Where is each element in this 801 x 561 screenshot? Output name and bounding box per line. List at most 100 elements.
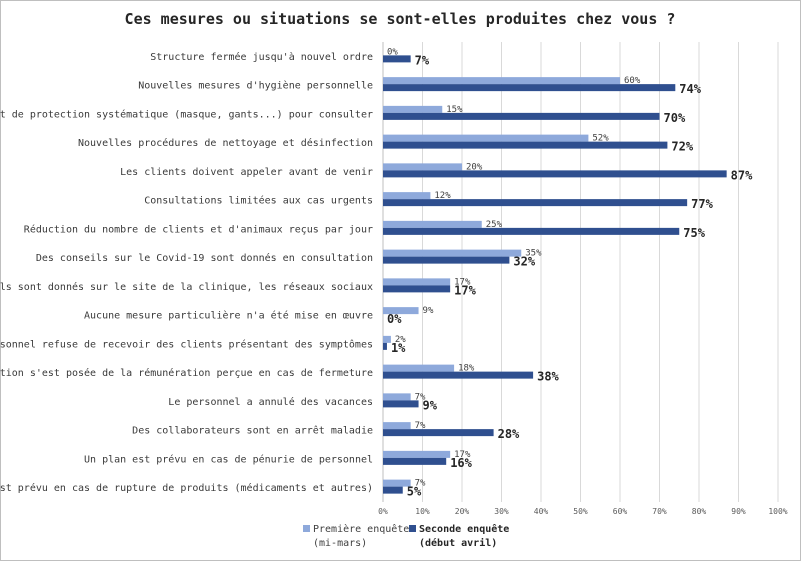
bar-second-survey	[383, 141, 668, 149]
bar-first-survey	[383, 278, 451, 286]
legend-swatch-second-survey	[409, 525, 416, 532]
category-label: Des conseils sont donnés sur le site de …	[0, 281, 373, 293]
category-label: Structure fermée jusqu'à nouvel ordre	[150, 51, 373, 63]
data-label-second-survey: 28%	[498, 427, 520, 441]
data-label-second-survey: 38%	[537, 370, 559, 384]
data-label-first-survey: 25%	[486, 220, 503, 230]
bar-first-survey	[383, 393, 411, 401]
data-label-first-survey: 0%	[387, 47, 398, 57]
data-label-second-survey: 16%	[450, 456, 472, 470]
x-tick-label: 0%	[378, 507, 388, 516]
category-label: Des collaborateurs sont en arrêt maladie	[132, 425, 373, 437]
x-tick-label: 70%	[652, 507, 667, 516]
x-tick-label: 90%	[731, 507, 746, 516]
category-label: Le personnel a annulé des vacances	[168, 396, 373, 408]
bar-second-survey	[383, 371, 534, 379]
data-label-first-survey: 9%	[423, 306, 434, 316]
x-tick-label: 100%	[768, 507, 787, 516]
data-label-first-survey: 7%	[415, 392, 426, 402]
legend-swatch-first-survey	[303, 525, 310, 532]
bar-second-survey	[383, 227, 680, 235]
legend-label-first-survey: Première enquête	[313, 523, 409, 535]
legend-label-second-survey: Seconde enquête	[419, 523, 509, 535]
bar-first-survey	[383, 134, 589, 142]
legend: Première enquête (mi-mars) Seconde enquête…	[303, 523, 509, 549]
data-label-first-survey: 20%	[466, 162, 483, 172]
data-label-first-survey: 12%	[434, 191, 451, 201]
bar-first-survey	[383, 163, 462, 171]
bar-second-survey	[383, 112, 660, 120]
bar-second-survey	[383, 256, 510, 264]
bar-first-survey	[383, 192, 431, 200]
category-label: Nouvelles mesures d'hygiène personnelle	[138, 80, 373, 92]
data-label-second-survey: 17%	[454, 283, 476, 297]
data-label-second-survey: 5%	[407, 485, 422, 499]
bar-first-survey	[383, 307, 419, 315]
data-label-second-survey: 70%	[664, 111, 686, 125]
x-tick-label: 10%	[415, 507, 430, 516]
bar-first-survey	[383, 364, 455, 372]
data-label-second-survey: 7%	[415, 53, 430, 67]
bar-first-survey	[383, 249, 522, 257]
data-label-first-survey: 15%	[446, 105, 463, 115]
bar-first-survey	[383, 105, 443, 113]
data-label-second-survey: 0%	[387, 312, 402, 326]
legend-label-first-survey-sub: (mi-mars)	[313, 538, 367, 549]
data-label-second-survey: 75%	[683, 226, 705, 240]
category-label: Les clients doivent appeler avant de ven…	[120, 167, 373, 178]
category-label: Nouvelles procédures de nettoyage et dés…	[78, 137, 373, 149]
bar-second-survey	[383, 285, 451, 293]
data-label-first-survey: 17%	[454, 450, 471, 460]
category-label: Le personnel refuse de recevoir des clie…	[0, 338, 373, 350]
data-label-second-survey: 72%	[671, 140, 693, 154]
x-tick-label: 50%	[573, 507, 588, 516]
data-label-first-survey: 17%	[454, 277, 471, 287]
category-label: Équipement de protection systématique (m…	[0, 107, 373, 120]
bar-second-survey	[383, 84, 676, 92]
bars: 0% 7% 60% 74% 15% 70% 52% 72% 20% 87% 12% 77% 25% 75%…	[383, 47, 753, 499]
legend-label-second-survey-sub: (début avril)	[419, 537, 497, 549]
data-label-first-survey: 7%	[415, 421, 426, 431]
bar-first-survey	[383, 220, 482, 228]
category-label: Consultations limitées aux cas urgents	[144, 195, 373, 207]
bar-first-survey	[383, 422, 411, 430]
category-labels: Structure fermée jusqu'à nouvel ordre Nou…	[0, 51, 373, 494]
x-tick-label: 30%	[494, 507, 509, 516]
bar-second-survey	[383, 342, 387, 350]
category-label: Réduction du nombre de clients et d'anim…	[24, 223, 373, 235]
bar-first-survey	[383, 450, 451, 458]
data-label-second-survey: 1%	[391, 341, 406, 355]
bar-first-survey	[383, 335, 391, 343]
data-label-second-survey: 74%	[679, 82, 701, 96]
bar-second-survey	[383, 486, 403, 494]
data-label-first-survey: 35%	[525, 249, 542, 259]
data-label-first-survey: 60%	[624, 76, 641, 86]
data-label-second-survey: 9%	[423, 398, 438, 412]
bar-second-survey	[383, 170, 727, 178]
chart-title: Ces mesures ou situations se sont-elles …	[125, 10, 676, 28]
category-label: La question s'est posée de la rémunérati…	[0, 367, 373, 379]
x-tick-label: 40%	[534, 507, 549, 516]
data-label-first-survey: 18%	[458, 364, 475, 374]
x-tick-labels: 0% 10% 20% 30% 40% 50% 60% 70% 80% 90% 100%	[378, 507, 788, 516]
bar-second-survey	[383, 400, 419, 408]
data-label-first-survey: 2%	[395, 335, 406, 345]
data-label-second-survey: 87%	[731, 168, 753, 182]
category-label: Un plan est prévu en cas de rupture de p…	[0, 482, 373, 494]
bar-second-survey	[383, 199, 688, 207]
bar-first-survey	[383, 479, 411, 487]
category-label: Un plan est prévu en cas de pénurie de p…	[84, 453, 373, 465]
bar-second-survey	[383, 55, 411, 63]
x-tick-label: 80%	[692, 507, 707, 516]
data-label-first-survey: 52%	[592, 134, 609, 144]
category-label: Des conseils sur le Covid-19 sont donnés…	[36, 252, 373, 264]
data-label-second-survey: 32%	[513, 255, 535, 269]
x-tick-label: 60%	[613, 507, 628, 516]
x-tick-label: 20%	[455, 507, 470, 516]
data-label-first-survey: 7%	[415, 479, 426, 489]
bar-second-survey	[383, 457, 447, 465]
bar-second-survey	[383, 429, 494, 437]
data-label-second-survey: 77%	[691, 197, 713, 211]
bar-first-survey	[383, 77, 620, 85]
